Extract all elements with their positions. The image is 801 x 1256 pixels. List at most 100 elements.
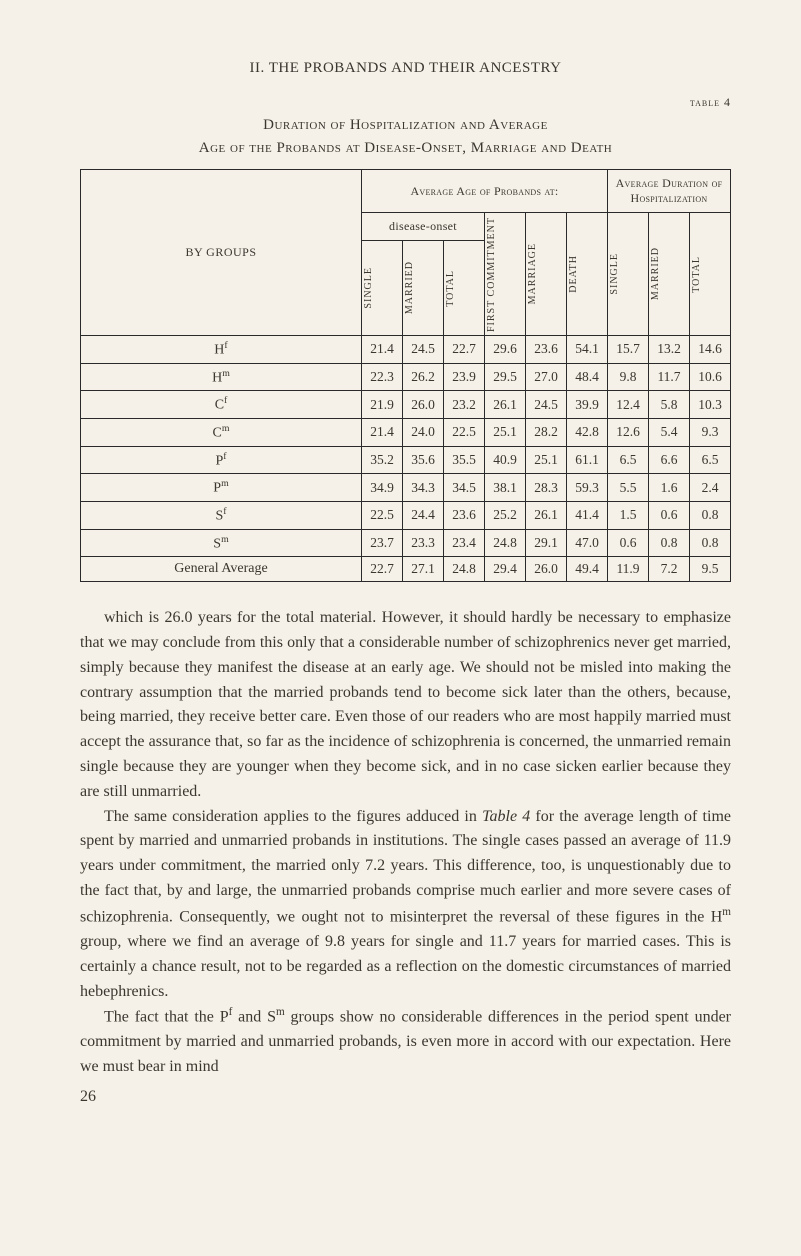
table-cell: 12.4 (608, 391, 649, 419)
col-marriage-label: MARRIAGE (527, 243, 538, 304)
para2-text-c: group, where we find an average of 9.8 y… (80, 933, 731, 1000)
col-by-groups: BY GROUPS (81, 170, 362, 336)
table-cell: 23.3 (403, 529, 444, 557)
paragraph-1: which is 26.0 years for the total materi… (80, 606, 731, 804)
table-cell: 15.7 (608, 336, 649, 364)
col-onset-total: TOTAL (444, 241, 485, 336)
table-row: Pm34.934.334.538.128.359.35.51.62.4 (81, 474, 731, 502)
table-cell: 29.6 (485, 336, 526, 364)
table-cell: 28.3 (526, 474, 567, 502)
page-container: II. THE PROBANDS AND THEIR ANCESTRY tabl… (0, 0, 801, 1146)
table-cell: 40.9 (485, 446, 526, 474)
table-row: Sf22.524.423.625.226.141.41.50.60.8 (81, 501, 731, 529)
table-cell: 0.6 (608, 529, 649, 557)
table-cell: 49.4 (567, 557, 608, 582)
table-cell: 29.1 (526, 529, 567, 557)
paragraph-2: The same consideration applies to the fi… (80, 805, 731, 1005)
col-onset-married-label: MARRIED (404, 261, 415, 314)
table-cell: 21.4 (362, 418, 403, 446)
para2-sup1: m (722, 906, 731, 918)
table-body: Hf21.424.522.729.623.654.115.713.214.6Hm… (81, 336, 731, 582)
table-cell: 10.6 (690, 363, 731, 391)
table-number-label: table 4 (80, 95, 731, 110)
table-cell: 24.5 (526, 391, 567, 419)
table-cell: 35.5 (444, 446, 485, 474)
table-row: Hf21.424.522.729.623.654.115.713.214.6 (81, 336, 731, 364)
table-cell: 0.6 (649, 501, 690, 529)
paragraph-3: The fact that the Pf and Sm groups show … (80, 1004, 731, 1080)
table-cell: 0.8 (649, 529, 690, 557)
table-cell: 23.4 (444, 529, 485, 557)
table-head: BY GROUPS Average Age of Probands at: Av… (81, 170, 731, 336)
table-cell: 23.6 (444, 501, 485, 529)
col-onset-single: SINGLE (362, 241, 403, 336)
table-cell: 12.6 (608, 418, 649, 446)
col-onset-total-label: TOTAL (445, 270, 456, 307)
table-cell: 11.9 (608, 557, 649, 582)
table-cell: 24.8 (444, 557, 485, 582)
table-cell: 27.1 (403, 557, 444, 582)
table-cell: 29.4 (485, 557, 526, 582)
para3-text-a: The fact that the P (104, 1009, 229, 1026)
col-marriage: MARRIAGE (526, 213, 567, 336)
table-row: Cm21.424.022.525.128.242.812.65.49.3 (81, 418, 731, 446)
col-first-commitment: FIRST COMMITMENT (485, 213, 526, 336)
para3-sup2: m (276, 1006, 285, 1018)
col-death-label: DEATH (568, 255, 579, 293)
para3-text-b: and S (232, 1009, 276, 1026)
row-label: Cm (81, 418, 362, 446)
table-cell: 39.9 (567, 391, 608, 419)
table-cell: 27.0 (526, 363, 567, 391)
table-cell: 9.5 (690, 557, 731, 582)
table-cell: 22.5 (362, 501, 403, 529)
table-cell: 59.3 (567, 474, 608, 502)
table-row: Hm22.326.223.929.527.048.49.811.710.6 (81, 363, 731, 391)
table-cell: 26.0 (403, 391, 444, 419)
table-cell: 21.4 (362, 336, 403, 364)
row-label: Hm (81, 363, 362, 391)
table-cell: 22.5 (444, 418, 485, 446)
table-cell: 2.4 (690, 474, 731, 502)
table-cell: 7.2 (649, 557, 690, 582)
para2-italic: Table 4 (482, 808, 530, 825)
row-label: Cf (81, 391, 362, 419)
table-cell: 61.1 (567, 446, 608, 474)
table-cell: 1.6 (649, 474, 690, 502)
table-cell: 24.5 (403, 336, 444, 364)
row-label: Hf (81, 336, 362, 364)
table-cell: 26.1 (526, 501, 567, 529)
table-cell: 22.7 (444, 336, 485, 364)
row-label: Pm (81, 474, 362, 502)
row-label: Sm (81, 529, 362, 557)
table-cell: 24.0 (403, 418, 444, 446)
col-dur-single: SINGLE (608, 213, 649, 336)
table-title-line1: Duration of Hospitalization and Average (263, 117, 548, 133)
table-cell: 21.9 (362, 391, 403, 419)
table-cell: 5.4 (649, 418, 690, 446)
table-cell: 10.3 (690, 391, 731, 419)
col-dur-total-label: TOTAL (691, 256, 702, 293)
table-cell: 34.3 (403, 474, 444, 502)
table-cell: 26.0 (526, 557, 567, 582)
col-onset-single-label: SINGLE (363, 267, 374, 309)
general-average-label: General Average (81, 557, 362, 582)
col-first-commitment-label: FIRST COMMITMENT (486, 217, 497, 332)
table-cell: 6.5 (608, 446, 649, 474)
table-cell: 5.8 (649, 391, 690, 419)
table-cell: 0.8 (690, 501, 731, 529)
running-header: II. THE PROBANDS AND THEIR ANCESTRY (80, 60, 731, 77)
data-table: BY GROUPS Average Age of Probands at: Av… (80, 169, 731, 582)
table-cell: 38.1 (485, 474, 526, 502)
col-dur-total: TOTAL (690, 213, 731, 336)
table-cell: 9.8 (608, 363, 649, 391)
table-title-line2: Age of the Probands at Disease-Onset, Ma… (199, 140, 612, 156)
table-row: Pf35.235.635.540.925.161.16.56.66.5 (81, 446, 731, 474)
table-row: Sm23.723.323.424.829.147.00.60.80.8 (81, 529, 731, 557)
table-cell: 23.7 (362, 529, 403, 557)
table-cell: 22.7 (362, 557, 403, 582)
table-cell: 42.8 (567, 418, 608, 446)
col-avg-age: Average Age of Probands at: (362, 170, 608, 213)
table-cell: 25.1 (526, 446, 567, 474)
table-cell: 9.3 (690, 418, 731, 446)
table-cell: 35.6 (403, 446, 444, 474)
